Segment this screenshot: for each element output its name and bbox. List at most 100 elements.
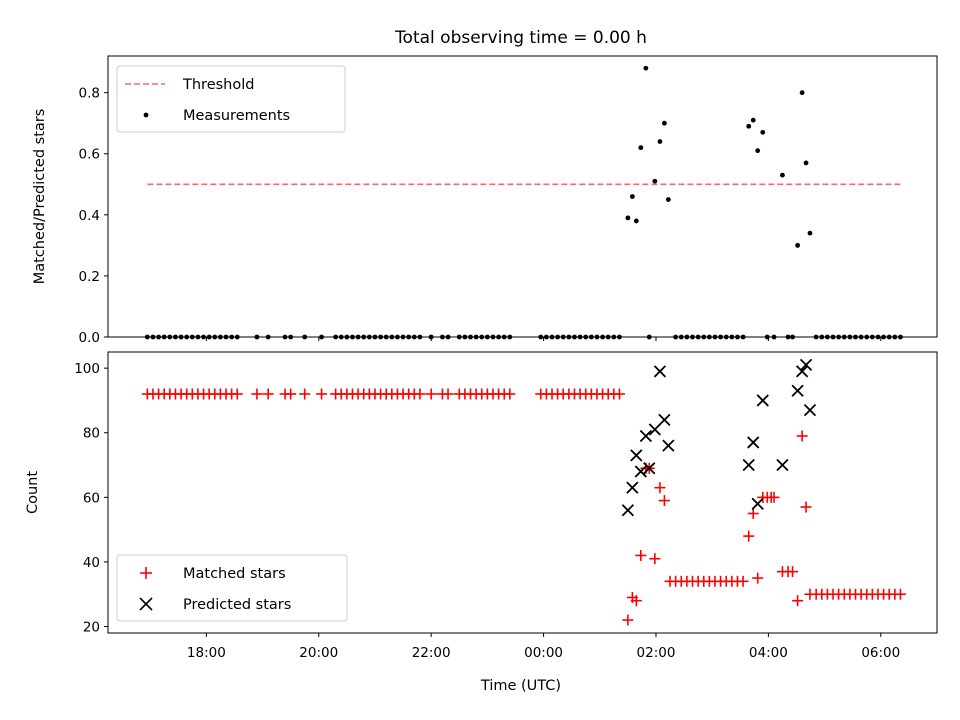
predicted-star-point (639, 429, 653, 443)
matched-star-point (316, 388, 328, 400)
predicted-star-point (747, 436, 760, 449)
measurement-point (652, 178, 658, 184)
matched-star-point (251, 388, 263, 400)
bottom-panel: Count Time (UTC) 20 40 60 80 100 18:00 20:00 2… (25, 351, 938, 694)
predicted-star-point (658, 413, 671, 426)
matched-star-point (747, 507, 759, 519)
matched-star-point (285, 388, 297, 400)
bottom-plot-frame (107, 351, 938, 634)
predicted-star-point (626, 481, 639, 494)
measurements-legend-label: Measurements (183, 108, 290, 124)
bottom-y-tick-label: 60 (83, 490, 100, 506)
matched-star-point (800, 501, 812, 513)
matched-star-point (414, 388, 426, 400)
matched-star-point (635, 549, 647, 561)
bottom-y-tick-label: 100 (74, 361, 100, 377)
bottom-legend: Matched stars Predicted stars (116, 554, 348, 622)
predicted-star-point (776, 458, 789, 472)
matched-star-point (425, 388, 437, 400)
matched-star-point (768, 491, 780, 503)
matched-star-point (894, 588, 906, 600)
predicted-star-point (751, 497, 764, 510)
measurement-point (760, 129, 766, 135)
bottom-x-tick-label: 20:00 (299, 645, 338, 661)
matched-star-point (299, 388, 311, 400)
measurement-point (746, 123, 752, 129)
measurement-point (755, 148, 761, 154)
chart-title: Total observing time = 0.00 h (394, 28, 647, 48)
matched-star-point (613, 388, 625, 400)
measurement-point (633, 218, 639, 224)
matched-star-point (752, 572, 764, 584)
predicted-star-point (653, 365, 667, 378)
predicted-legend-swatch (139, 597, 153, 611)
bottom-x-axis-label: Time (UTC) (480, 678, 561, 694)
predicted-star-point (630, 449, 643, 462)
top-y-tick-label: 0.8 (79, 86, 100, 102)
bottom-x-tick-label: 04:00 (749, 645, 788, 661)
matched-star-point (787, 566, 799, 578)
measurement-point (665, 197, 671, 202)
top-y-tick-label: 0.2 (79, 269, 100, 285)
predicted-star-point (643, 462, 656, 475)
matched-star-point (262, 388, 274, 400)
bottom-x-tick-label: 22:00 (412, 645, 451, 661)
bottom-legend-box (116, 554, 348, 622)
top-y-ticks: 0.0 0.2 0.4 0.6 0.8 (79, 86, 108, 346)
matched-star-point (654, 482, 666, 494)
bottom-x-tick-label: 02:00 (637, 645, 676, 661)
predicted-star-point (648, 423, 661, 436)
measurement-point (807, 230, 813, 236)
bottom-y-ticks: 20 40 60 80 100 (74, 361, 108, 636)
measurement-point (750, 117, 756, 123)
predicted-star-point (621, 504, 635, 517)
top-panel: Total observing time = 0.00 h Matched/Pr… (32, 28, 938, 346)
measurement-point (625, 215, 631, 221)
bottom-x-ticks: 18:00 20:00 22:00 00:00 02:00 04:00 06:00 (187, 633, 900, 661)
measurements-legend-swatch (143, 112, 149, 118)
predicted-star-point (662, 439, 675, 452)
matched-star-point (231, 388, 243, 400)
bottom-x-tick-label: 00:00 (524, 645, 563, 661)
measurement-point (795, 242, 801, 248)
matched-legend-swatch (140, 567, 152, 579)
matched-star-point (743, 530, 755, 542)
top-y-axis-label: Matched/Predicted stars (32, 109, 48, 285)
bottom-x-tick-label: 18:00 (187, 645, 226, 661)
threshold-legend-label: Threshold (182, 77, 254, 93)
matched-star-point (504, 388, 516, 400)
matched-star-point (630, 595, 642, 607)
bottom-x-tick-label: 06:00 (861, 645, 900, 661)
measurement-point (643, 65, 649, 71)
measurement-point (638, 145, 644, 151)
measurement-points (144, 65, 903, 340)
measurement-point (629, 194, 635, 199)
predicted-star-point (742, 458, 755, 472)
matched-star-point (649, 553, 661, 565)
top-legend: Threshold Measurements (116, 65, 346, 133)
top-y-tick-label: 0.0 (79, 330, 100, 346)
predicted-star-point (634, 465, 647, 478)
bottom-y-tick-label: 40 (83, 555, 100, 571)
predicted-star-point (803, 404, 817, 417)
top-y-tick-label: 0.4 (79, 208, 100, 224)
predicted-star-point (799, 358, 813, 372)
top-plot-frame (107, 55, 938, 338)
matched-star-point (792, 595, 804, 607)
matched-star-point (796, 430, 808, 442)
matched-star-point (658, 495, 670, 507)
predicted-star-point (756, 394, 769, 407)
matched-star-point (737, 575, 749, 587)
bottom-y-tick-label: 80 (83, 426, 100, 442)
count-points (141, 358, 906, 626)
matched-star-point (442, 388, 454, 400)
measurement-point (657, 139, 663, 144)
measurement-point (799, 90, 805, 96)
matched-star-point (622, 614, 634, 626)
predicted-legend-label: Predicted stars (183, 597, 291, 613)
top-legend-box (116, 65, 346, 133)
measurement-point (662, 120, 667, 126)
predicted-star-point (791, 384, 804, 397)
top-y-tick-label: 0.6 (79, 147, 100, 163)
